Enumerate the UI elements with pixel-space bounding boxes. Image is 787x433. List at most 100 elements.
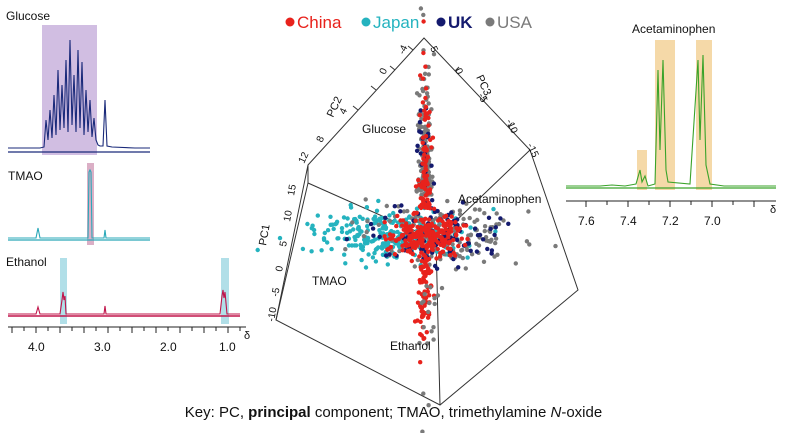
nmr-right-delta-label: δ (770, 204, 776, 216)
pca-annotation-acetaminophen: Acetaminophen (458, 192, 541, 206)
scatter-point-japan (277, 235, 283, 241)
scatter-point-uk (493, 225, 498, 230)
scatter-point-uk (492, 232, 497, 238)
scatter-point-japan (255, 247, 260, 253)
scatter-point-usa (431, 52, 437, 57)
scatter-point-usa (461, 216, 466, 222)
scatter-point-uk (449, 210, 454, 215)
scatter-point-china (420, 161, 425, 166)
scatter-point-china (418, 217, 424, 222)
key-prefix: Key: PC, (184, 404, 249, 421)
pca-pc1-tick: 5 (278, 240, 290, 248)
scatter-point-china (420, 140, 425, 145)
scatter-point-usa (477, 207, 482, 212)
key-middle: component; TMAO, trimethylamine (310, 404, 551, 421)
legend-marker-usa (485, 17, 495, 27)
scatter-point-japan (310, 223, 315, 228)
scatter-point-usa (412, 264, 417, 269)
legend-marker-uk (436, 17, 446, 27)
scatter-point-china (422, 273, 428, 279)
scatter-point-china (448, 226, 454, 231)
scatter-point-usa (429, 329, 434, 334)
scatter-point-usa (438, 212, 443, 217)
nmr-right-tick-label: 7.6 (578, 214, 595, 228)
scatter-point-uk (368, 221, 374, 227)
scatter-point-japan (491, 206, 496, 212)
scatter-point-usa (426, 403, 431, 408)
scatter-point-china (426, 222, 431, 227)
scatter-point-japan (468, 225, 473, 230)
scatter-point-china (421, 199, 426, 205)
key-suffix: -oxide (561, 404, 603, 421)
scatter-point-japan (372, 250, 377, 256)
scatter-point-china (434, 256, 439, 261)
scatter-point-usa (414, 91, 420, 96)
scatter-point-uk (429, 163, 434, 168)
scatter-point-uk (480, 237, 486, 242)
scatter-point-uk (454, 237, 460, 243)
scatter-point-china (411, 211, 416, 217)
scatter-point-japan (493, 229, 498, 234)
scatter-point-china (426, 226, 431, 232)
scatter-point-china (418, 196, 423, 201)
scatter-point-china (424, 173, 430, 178)
legend-label-usa: USA (497, 13, 533, 32)
scatter-point-china (431, 230, 436, 235)
scatter-point-uk (506, 221, 511, 226)
scatter-point-japan (321, 237, 327, 242)
scatter-point-japan (329, 246, 334, 252)
scatter-point-uk (383, 215, 388, 220)
glucose-spectrum (8, 39, 150, 149)
scatter-point-china (410, 251, 415, 257)
pca-points (255, 6, 558, 433)
scatter-point-usa (418, 6, 424, 11)
scatter-point-china (419, 333, 424, 338)
scatter-point-usa (432, 296, 437, 301)
scatter-point-usa (420, 429, 425, 433)
scatter-point-china (437, 216, 442, 222)
scatter-point-china (426, 217, 432, 222)
scatter-point-uk (370, 226, 376, 231)
scatter-point-china (422, 152, 427, 157)
scatter-point-china (453, 220, 458, 225)
scatter-point-uk (399, 203, 404, 208)
scatter-point-usa (494, 211, 499, 216)
scatter-point-china (429, 145, 434, 150)
scatter-point-uk (451, 256, 456, 262)
scatter-point-japan (315, 213, 320, 218)
scatter-point-usa (421, 325, 426, 330)
scatter-point-uk (417, 120, 423, 125)
scatter-point-china (394, 223, 399, 229)
scatter-point-china (412, 240, 417, 246)
scatter-point-usa (460, 247, 465, 253)
scatter-point-china (420, 243, 425, 249)
scatter-point-japan (378, 230, 383, 235)
scatter-point-japan (363, 265, 369, 270)
scatter-point-uk (418, 108, 423, 113)
scatter-point-china (398, 218, 403, 223)
legend: China Japan UK USA (285, 13, 533, 32)
pca-pc1-tick: 15 (286, 183, 299, 196)
pca-pc1-tick: 0 (274, 265, 286, 273)
scatter-point-china (439, 235, 444, 241)
scatter-point-china (459, 236, 464, 241)
pca-pc1-tick: -5 (270, 286, 282, 297)
scatter-point-usa (421, 299, 426, 304)
ethanol-highlight-a (60, 258, 67, 324)
scatter-point-usa (481, 259, 487, 264)
scatter-point-japan (305, 221, 310, 227)
scatter-point-usa (495, 252, 500, 257)
scatter-point-china (413, 234, 418, 239)
scatter-point-china (407, 224, 412, 229)
scatter-point-usa (428, 285, 433, 290)
scatter-point-uk (377, 234, 382, 239)
scatter-point-china (442, 242, 447, 248)
scatter-point-usa (419, 116, 424, 122)
scatter-point-china (423, 104, 429, 110)
scatter-point-usa (350, 220, 355, 225)
scatter-point-china (420, 135, 426, 140)
pca-annotation-glucose: Glucose (362, 122, 406, 136)
scatter-point-japan (348, 202, 353, 208)
scatter-point-uk (498, 216, 503, 221)
scatter-point-usa (431, 218, 436, 223)
